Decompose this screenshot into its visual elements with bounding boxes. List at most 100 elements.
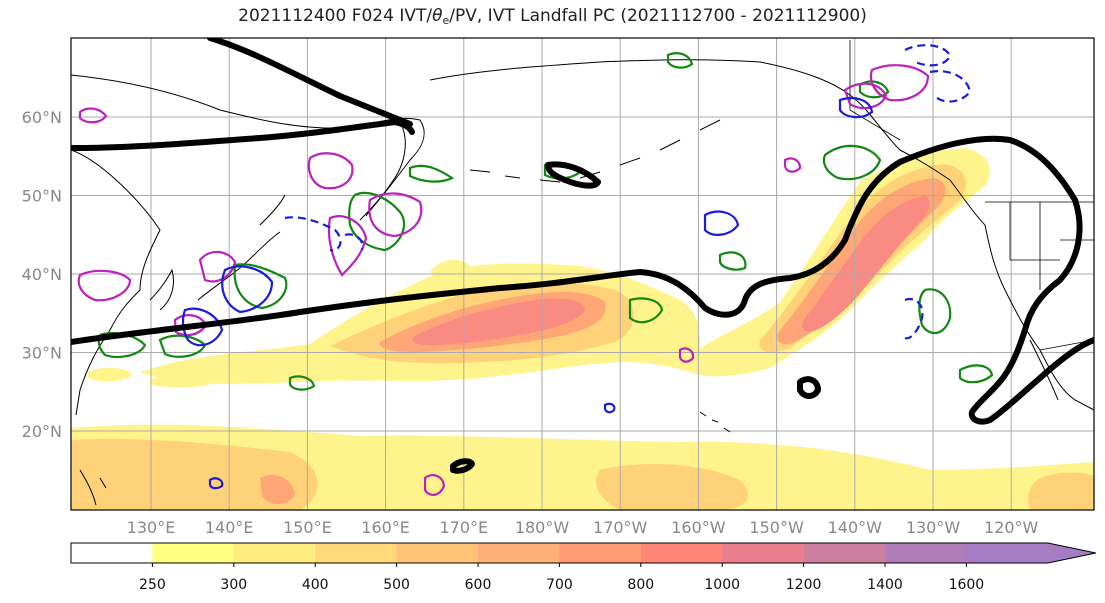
longitude-label: 150°W <box>749 518 804 537</box>
pv-green-contour <box>348 191 406 252</box>
pv-blue-dashed-contour <box>344 233 364 251</box>
pv-blue-contour <box>703 210 740 236</box>
pv-blue-dashed-contours <box>284 44 972 340</box>
theta-e-contour-main <box>71 135 1094 425</box>
latitude-labels: 60°N 50°N 40°N 30°N 20°N <box>22 108 62 441</box>
coast-north-america <box>984 224 1094 411</box>
longitude-label: 140°E <box>205 518 254 537</box>
pv-magenta-contour <box>307 152 354 190</box>
longitude-label: 170°W <box>593 518 648 537</box>
pv-magenta-contour <box>843 82 888 110</box>
pv-green-contour <box>822 144 882 181</box>
colorbar-segment <box>396 543 479 563</box>
theta-e-contour-loop-ne <box>545 161 601 189</box>
colorbar-segment <box>71 543 153 563</box>
colorbar-segment <box>233 543 316 563</box>
pv-magenta-contour <box>78 107 108 124</box>
colorbar-tick-label: 800 <box>627 577 654 593</box>
latitude-label: 60°N <box>22 108 62 127</box>
coast-kamchatka <box>365 121 406 217</box>
title-suffix: /PV, IVT Landfall PC (2021112700 - 20211… <box>449 6 867 26</box>
pv-magenta-contour <box>368 192 423 238</box>
pv-blue-contour <box>221 265 274 314</box>
title-theta: θ <box>432 6 443 26</box>
pv-green-contour <box>628 297 664 324</box>
colorbar: 250 300 400 500 600 700 800 1000 1200 1400 1600 <box>70 542 1096 593</box>
ivt-fill-tropical-mid-2 <box>596 464 749 510</box>
pv-blue-contours <box>181 96 874 490</box>
colorbar-tick-label: 600 <box>465 577 492 593</box>
pv-blue-contour <box>838 96 874 119</box>
longitude-label: 130°E <box>127 518 176 537</box>
map-frame <box>70 37 1095 511</box>
pv-magenta-contour <box>198 250 237 283</box>
colorbar-tick-label: 250 <box>139 577 166 593</box>
pv-green-contour <box>718 251 747 271</box>
latitude-label: 20°N <box>22 422 62 441</box>
border-alaska-canada <box>849 40 901 141</box>
pv-blue-dashed-contour <box>904 44 952 67</box>
map-layers <box>71 38 1094 510</box>
colorbar-segment <box>315 543 398 563</box>
latitude-label: 30°N <box>22 344 62 363</box>
title-prefix: 2021112400 F024 IVT/ <box>238 6 433 26</box>
colorbar-tick-label: 1600 <box>949 577 985 593</box>
coast-korea <box>149 268 174 311</box>
pv-magenta-contour <box>423 474 446 496</box>
colorbar-segment <box>559 543 642 563</box>
graticule <box>71 38 1094 510</box>
pv-blue-dashed-contour <box>904 297 924 340</box>
ivt-fill-patch <box>150 374 220 388</box>
pv-green-contour <box>666 52 694 69</box>
pv-blue-contour <box>603 402 616 414</box>
theta-e-contour-loop-small <box>797 376 821 399</box>
coast-hawaii <box>699 411 731 433</box>
coastlines <box>71 59 1094 506</box>
colorbar-segment <box>885 543 967 563</box>
colorbar-tick-label: 1000 <box>704 577 740 593</box>
longitude-label: 160°E <box>361 518 410 537</box>
pv-magenta-contour <box>678 347 695 363</box>
pv-green-contour <box>408 164 455 183</box>
colorbar-extend-arrow <box>966 543 1096 563</box>
latitude-label: 40°N <box>22 265 62 284</box>
pv-green-contour <box>958 364 994 384</box>
plot-title: 2021112400 F024 IVT/θe/PV, IVT Landfall … <box>0 6 1105 27</box>
latitude-label: 50°N <box>22 187 62 206</box>
ivt-fill-tropical-high <box>260 474 295 505</box>
pv-blue-dashed-contour <box>284 216 342 252</box>
pv-magenta-contours <box>77 64 930 496</box>
ivt-filled-contours <box>71 148 1094 510</box>
pv-magenta-contour <box>869 64 930 102</box>
ivt-fill-tropical-mid <box>71 438 318 510</box>
ivt-fill-ar-core-east <box>802 196 930 332</box>
longitude-label: 150°E <box>283 518 332 537</box>
longitude-label: 170°E <box>439 518 488 537</box>
longitude-label: 160°W <box>671 518 726 537</box>
pv-green-contour <box>858 80 890 99</box>
colorbar-tick-label: 300 <box>220 577 247 593</box>
longitude-label: 130°W <box>906 518 961 537</box>
colorbar-segment <box>722 543 805 563</box>
theta-e-contour-northwest <box>207 38 413 127</box>
longitude-label: 140°W <box>828 518 883 537</box>
title-theta-subscript: e <box>442 14 450 27</box>
pv-blue-dashed-contour <box>929 70 972 103</box>
ivt-fill-tropical-band <box>71 424 1094 510</box>
theta-e-contours <box>71 38 1094 474</box>
pv-green-contour <box>233 263 288 310</box>
theta-e-contour-loop-south <box>450 458 475 474</box>
ivt-fill-patch <box>88 367 132 382</box>
pv-blue-contour <box>208 477 224 490</box>
colorbar-segment <box>640 543 723 563</box>
coast-alaska <box>429 59 986 226</box>
colorbar-tick-label: 500 <box>383 577 410 593</box>
colorbar-tick-label: 1400 <box>867 577 903 593</box>
colorbar-segment <box>152 543 235 563</box>
pv-magenta-contour <box>783 157 802 173</box>
pv-magenta-contour <box>77 269 132 302</box>
coast-japan <box>197 194 286 301</box>
colorbar-segment <box>803 543 886 563</box>
border-states <box>1009 202 1094 290</box>
longitude-labels: 130°E 140°E 150°E 160°E 170°E 180°W 170°W 160°W… <box>127 518 1039 537</box>
